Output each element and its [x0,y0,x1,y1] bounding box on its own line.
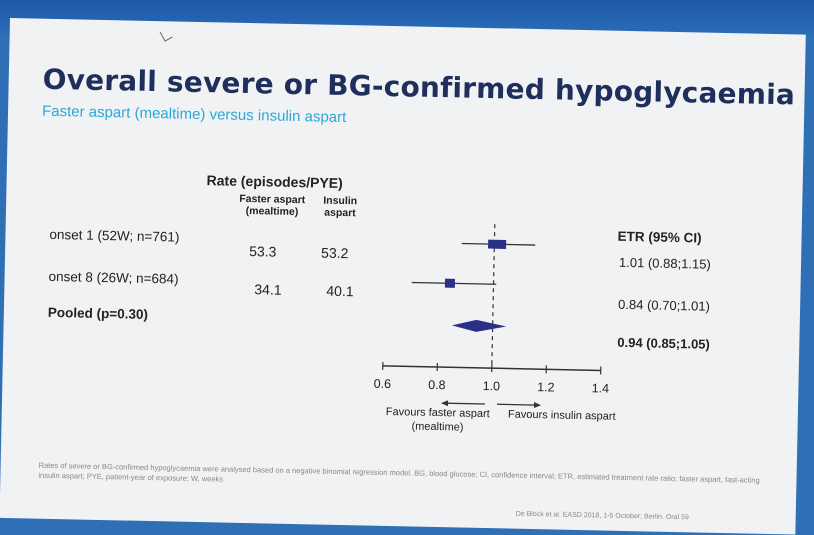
x-tick-label-1: 0.8 [428,378,446,392]
favours-right-arrowhead [534,402,541,408]
favours-left-label: Favours faster aspart [386,406,490,420]
etr-marker-0 [488,240,506,249]
favours-left-sub-label: (mealtime) [411,421,463,434]
x-tick-label-4: 1.4 [592,381,610,395]
pooled-diamond [452,319,507,332]
favours-right-arrow [497,404,537,405]
forest-plot: 0.6 0.8 1.0 1.2 1.4 Favours faster aspart (m… [0,18,806,535]
x-tick-label-0: 0.6 [374,377,392,391]
slide: Overall severe or BG-confirmed hypoglyca… [0,18,806,535]
x-tick-label-3: 1.2 [537,380,555,394]
favours-left-arrowhead [441,400,448,406]
favours-right-label: Favours insulin aspart [508,409,616,423]
favours-left-arrow [445,403,485,404]
etr-marker-1 [445,279,455,288]
x-tick-label-2: 1.0 [483,379,501,393]
